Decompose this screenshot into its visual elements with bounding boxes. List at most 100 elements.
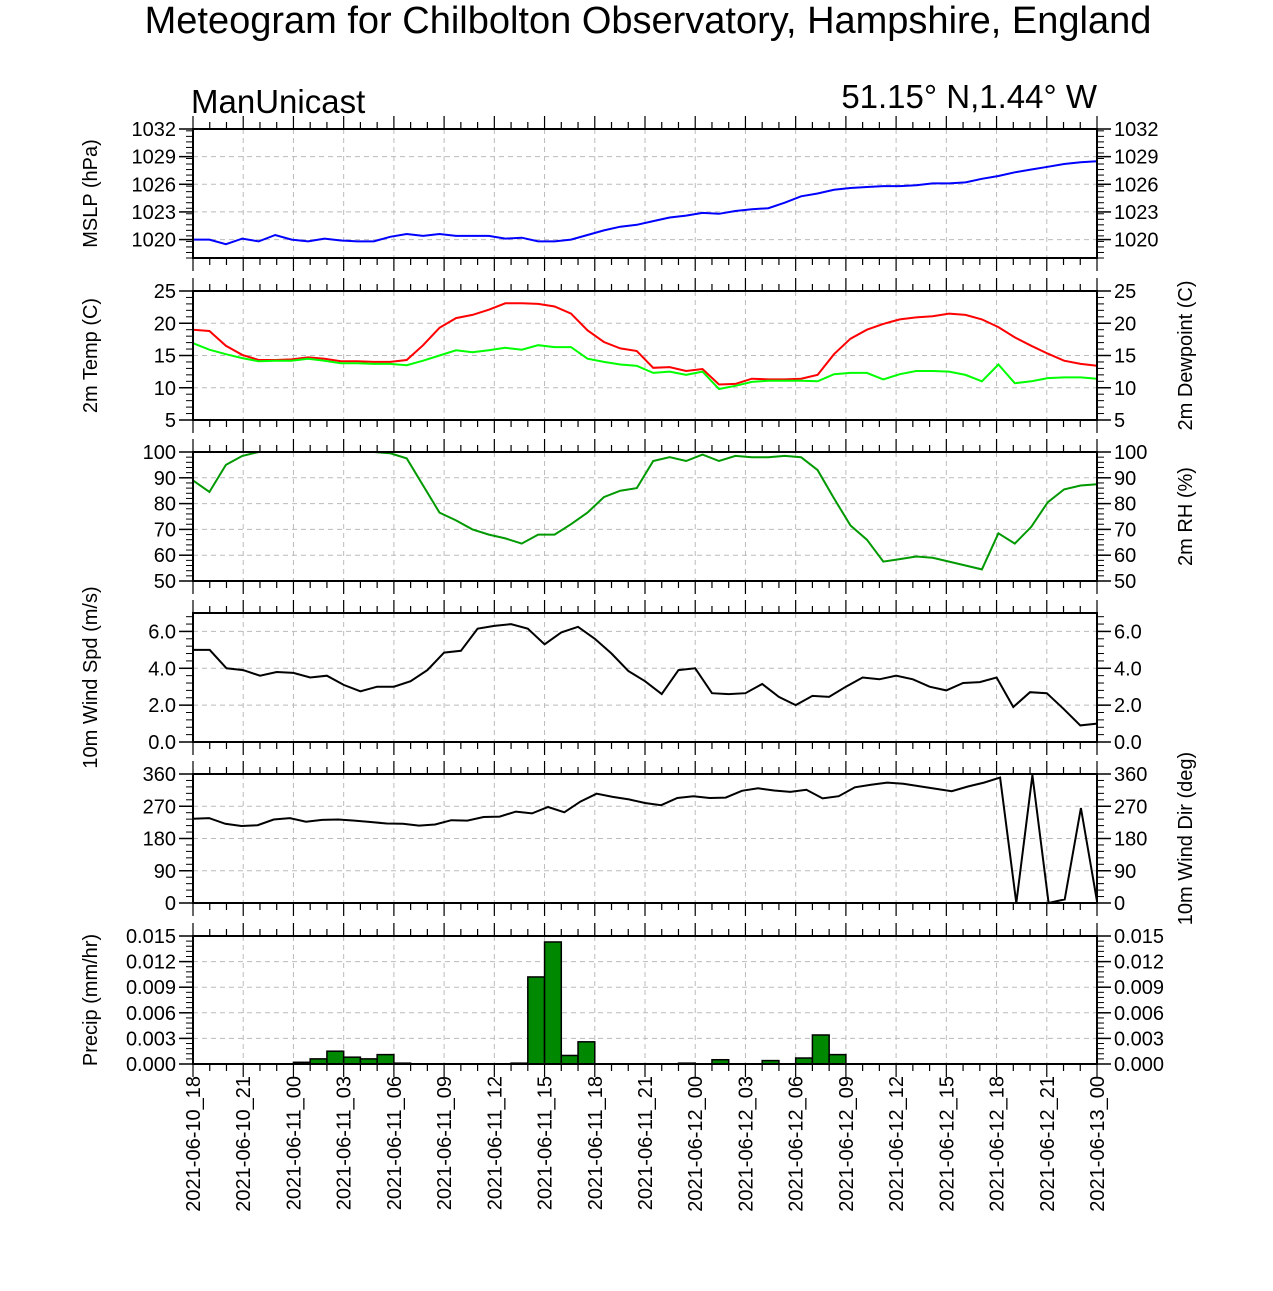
y-axis-label-right: 10m Wind Dir (deg)	[1175, 752, 1197, 925]
series-line-1	[192, 302, 1098, 386]
y-tick-label-left: 100	[143, 442, 176, 464]
time-label: 2021-06-12_21	[1037, 1076, 1059, 1212]
chart-title: Meteogram for Chilbolton Observatory, Ha…	[145, 0, 1152, 42]
y-tick-label-left: 360	[143, 764, 176, 786]
panel-1: 1020 1020 1023 1023 1026 1026 1029 1029 1032 1032…	[80, 116, 1159, 271]
series-line-1	[192, 774, 1098, 905]
y-tick-label-right: 0.0	[1114, 732, 1142, 754]
panel-frame	[192, 451, 1098, 582]
time-label: 2021-06-12_00	[685, 1076, 707, 1212]
panel-3: 50 50 60 60 70 70 80 80 90 90 100 100 2m RH (%)	[143, 439, 1197, 594]
y-tick-label-left: 50	[154, 571, 176, 593]
y-tick-label-right: 270	[1114, 796, 1147, 818]
y-tick-label-left: 70	[154, 519, 176, 541]
y-axis-label: 10m Wind Spd (m/s)	[80, 586, 102, 768]
precip-bar	[577, 1041, 596, 1065]
y-tick-label-left: 1029	[132, 147, 177, 169]
panel-2: 5 5 10 10 15 15 20 20 25 25 2m Temp (C) 2m Dewpoint…	[80, 278, 1197, 433]
y-axis-label: 2m Temp (C)	[80, 298, 102, 413]
y-tick-label-right: 20	[1114, 313, 1136, 335]
y-tick-label-left: 80	[154, 494, 176, 516]
y-tick-label-right: 0.009	[1114, 977, 1164, 999]
y-tick-label-right: 25	[1114, 281, 1136, 303]
y-tick-label-right: 4.0	[1114, 658, 1142, 680]
precip-bar	[560, 1054, 579, 1065]
y-tick-label-right: 0.015	[1114, 926, 1164, 948]
time-label: 2021-06-11_12	[484, 1076, 506, 1210]
panel-frame	[192, 935, 1098, 1065]
panel-5: 0 0 90 90 180 180 270 270 360 360 10m Wind Dir (de…	[143, 752, 1197, 925]
y-axis-label: Precip (mm/hr)	[80, 934, 102, 1066]
panel-6: 0.000 0.000 0.003 0.003 0.006 0.006 0.009 0.009…	[80, 923, 1164, 1077]
y-tick-label-left: 90	[154, 861, 176, 883]
y-tick-label-right: 0.000	[1114, 1054, 1164, 1076]
precip-bar	[376, 1053, 395, 1065]
y-tick-label-left: 0.006	[126, 1003, 176, 1025]
y-tick-label-right: 90	[1114, 468, 1136, 490]
y-tick-label-left: 5	[165, 410, 176, 432]
time-label: 2021-06-11_15	[535, 1076, 557, 1210]
y-tick-label-left: 15	[154, 346, 176, 368]
time-label: 2021-06-12_12	[886, 1076, 908, 1212]
y-tick-label-right: 1023	[1114, 202, 1159, 224]
time-label: 2021-06-13_00	[1087, 1076, 1109, 1212]
time-label: 2021-06-11_06	[384, 1076, 406, 1210]
y-axis-label: MSLP (hPa)	[80, 139, 102, 248]
series-line-1	[193, 623, 1098, 727]
y-tick-label-right: 0.003	[1114, 1028, 1164, 1050]
time-label: 2021-06-12_03	[735, 1076, 757, 1212]
y-tick-label-right: 1026	[1114, 174, 1159, 196]
y-tick-label-right: 1032	[1114, 119, 1159, 141]
time-label: 2021-06-11_00	[283, 1076, 305, 1210]
y-tick-label-right: 60	[1114, 545, 1136, 567]
time-label: 2021-06-12_09	[836, 1076, 858, 1212]
precip-bar	[326, 1050, 345, 1065]
series-line-2	[192, 342, 1098, 391]
panel-frame	[192, 612, 1098, 743]
time-label: 2021-06-10_18	[183, 1076, 205, 1212]
series-line-1	[193, 160, 1098, 246]
y-tick-label-right: 6.0	[1114, 621, 1142, 643]
precip-bar	[543, 941, 563, 1065]
y-tick-label-right: 50	[1114, 571, 1136, 593]
precip-bar	[811, 1034, 830, 1065]
time-label: 2021-06-10_21	[233, 1076, 255, 1212]
y-tick-label-right: 0	[1114, 893, 1125, 915]
time-label: 2021-06-11_03	[334, 1076, 356, 1210]
y-tick-label-left: 0	[165, 893, 176, 915]
panel-frame	[192, 128, 1098, 259]
y-tick-label-right: 0.006	[1114, 1003, 1164, 1025]
y-tick-label-right: 100	[1114, 442, 1147, 464]
model-label: ManUnicast	[191, 83, 365, 120]
panel-frame	[192, 290, 1098, 421]
y-tick-label-left: 0.003	[126, 1028, 176, 1050]
y-tick-label-left: 25	[154, 281, 176, 303]
y-tick-label-right: 360	[1114, 764, 1147, 786]
y-tick-label-left: 10	[154, 378, 176, 400]
time-label: 2021-06-12_15	[936, 1076, 958, 1212]
y-tick-label-left: 60	[154, 545, 176, 567]
y-tick-label-left: 1023	[132, 202, 177, 224]
y-tick-label-right: 2.0	[1114, 695, 1142, 717]
location-label: 51.15° N,1.44° W	[841, 78, 1098, 115]
y-tick-label-left: 0.009	[126, 977, 176, 999]
y-tick-label-right: 180	[1114, 829, 1147, 851]
y-tick-label-right: 15	[1114, 346, 1136, 368]
time-label: 2021-06-12_06	[786, 1076, 808, 1212]
time-label: 2021-06-12_18	[987, 1076, 1009, 1212]
y-tick-label-left: 2.0	[148, 695, 176, 717]
precip-bar	[527, 976, 546, 1065]
y-tick-label-right: 1029	[1114, 147, 1159, 169]
y-tick-label-left: 180	[143, 829, 176, 851]
y-tick-label-left: 1020	[132, 230, 177, 252]
y-axis-label-right: 2m Dewpoint (C)	[1175, 280, 1197, 430]
precip-bar	[828, 1053, 847, 1065]
y-tick-label-left: 1026	[132, 174, 177, 196]
y-tick-label-left: 4.0	[148, 658, 176, 680]
y-axis-label-right: 2m RH (%)	[1175, 467, 1197, 566]
y-tick-label-left: 1032	[132, 119, 177, 141]
y-tick-label-left: 6.0	[148, 621, 176, 643]
y-tick-label-left: 0.000	[126, 1054, 176, 1076]
